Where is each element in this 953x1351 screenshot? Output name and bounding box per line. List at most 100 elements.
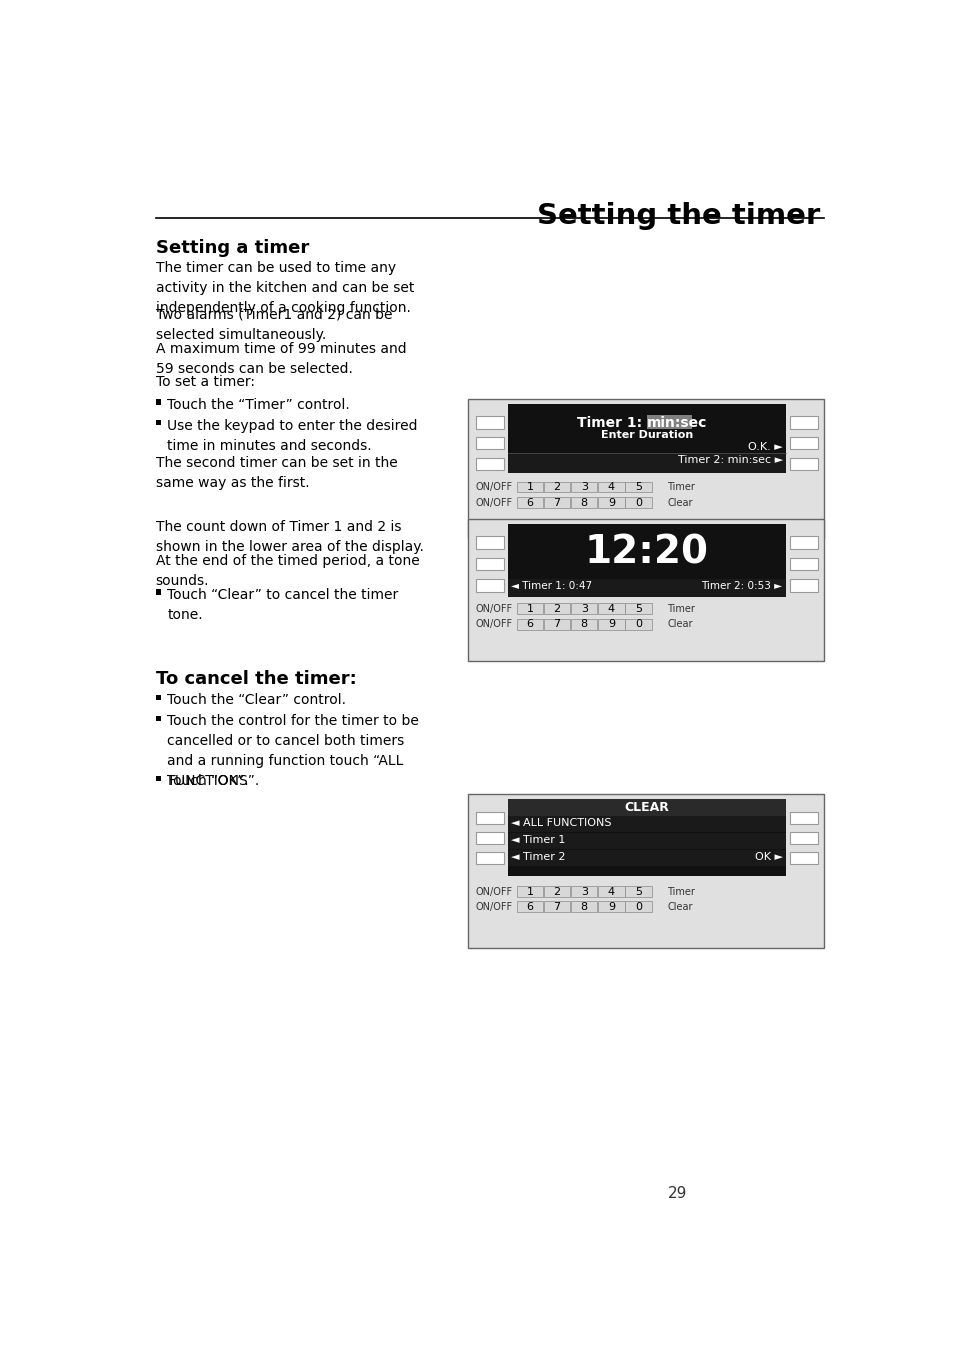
Text: ◄ Timer 2: ◄ Timer 2 [511,852,565,862]
Bar [476,580,503,592]
Bar [598,604,624,615]
Text: 9: 9 [607,497,615,508]
Text: 2: 2 [553,604,560,615]
Text: 2: 2 [553,482,560,493]
Text: Setting a timer: Setting a timer [155,239,309,257]
Text: 0: 0 [635,620,641,630]
Text: To set a timer:: To set a timer: [155,376,254,389]
Bar [155,400,161,405]
Text: Timer 2: min:sec ►: Timer 2: min:sec ► [677,455,781,465]
Bar [624,886,651,897]
Bar [508,404,785,473]
Bar [571,604,597,615]
Text: 3: 3 [580,886,587,897]
Bar [789,458,817,470]
Bar [543,497,570,508]
Bar [598,497,624,508]
Text: ON/OFF: ON/OFF [476,620,513,630]
Text: 1: 1 [526,604,533,615]
Text: 9: 9 [607,902,615,912]
Bar [571,482,597,493]
Bar [517,482,542,493]
Text: CLEAR: CLEAR [624,801,669,815]
Text: Use the keypad to enter the desired
time in minutes and seconds.: Use the keypad to enter the desired time… [167,419,417,453]
Bar [571,497,597,508]
Bar [517,497,542,508]
Bar [598,619,624,630]
Bar [789,580,817,592]
Text: 5: 5 [635,604,641,615]
Text: Timer 1:: Timer 1: [577,416,646,430]
Bar [155,694,161,700]
Bar [476,832,503,844]
Text: 2: 2 [553,886,560,897]
Bar [571,901,597,912]
Bar [508,798,785,816]
Text: 7: 7 [553,902,560,912]
Bar [468,519,823,661]
Text: At the end of the timed period, a tone
sounds.: At the end of the timed period, a tone s… [155,554,419,588]
Text: Touch “OK”.: Touch “OK”. [167,774,249,788]
Bar [789,852,817,865]
Bar [543,901,570,912]
Bar [517,901,542,912]
Bar [476,812,503,824]
Bar [476,458,503,470]
Bar [789,558,817,570]
Bar [508,850,785,866]
Text: To cancel the timer:: To cancel the timer: [155,670,356,688]
Bar [476,436,503,450]
Text: Setting the timer: Setting the timer [537,203,820,230]
Bar [789,416,817,428]
Text: 7: 7 [553,620,560,630]
Bar [517,886,542,897]
Text: 4: 4 [607,604,615,615]
Text: 7: 7 [553,497,560,508]
Bar [624,604,651,615]
Text: Clear: Clear [666,902,692,912]
Text: O.K. ►: O.K. ► [747,442,781,453]
Bar [468,400,823,538]
Bar [624,482,651,493]
Text: Touch the control for the timer to be
cancelled or to cancel both timers
and a r: Touch the control for the timer to be ca… [167,715,418,789]
Text: Timer 2: 0:53 ►: Timer 2: 0:53 ► [700,581,781,590]
Text: The second timer can be set in the
same way as the first.: The second timer can be set in the same … [155,457,397,490]
Text: Timer: Timer [666,604,695,615]
Text: 1: 1 [526,886,533,897]
Bar [508,798,785,875]
Text: 3: 3 [580,482,587,493]
Text: ◄ Timer 1: 0:47: ◄ Timer 1: 0:47 [511,581,592,590]
Bar [598,482,624,493]
Bar [543,482,570,493]
Text: ON/OFF: ON/OFF [476,482,513,493]
Text: Enter Duration: Enter Duration [600,430,693,440]
Bar [646,416,691,428]
Text: 8: 8 [580,497,587,508]
Text: 0: 0 [635,497,641,508]
Bar [624,901,651,912]
Bar [508,453,785,473]
Bar [789,436,817,450]
Bar [508,832,785,848]
Text: ON/OFF: ON/OFF [476,604,513,615]
Text: Touch the “Clear” control.: Touch the “Clear” control. [167,693,346,708]
Bar [476,416,503,428]
Text: Clear: Clear [666,497,692,508]
Text: ON/OFF: ON/OFF [476,497,513,508]
Bar [508,816,785,832]
Text: The timer can be used to time any
activity in the kitchen and can be set
indepen: The timer can be used to time any activi… [155,261,414,315]
Text: Touch the “Timer” control.: Touch the “Timer” control. [167,397,350,412]
Bar [543,604,570,615]
Text: ◄ ALL FUNCTIONS: ◄ ALL FUNCTIONS [511,819,611,828]
Text: 8: 8 [580,620,587,630]
Bar [543,619,570,630]
Text: 6: 6 [526,497,533,508]
Bar [517,604,542,615]
Text: Clear: Clear [666,620,692,630]
Text: ON/OFF: ON/OFF [476,886,513,897]
Bar [508,524,785,597]
Bar [571,886,597,897]
Bar [155,420,161,426]
Text: Timer: Timer [666,482,695,493]
Text: 29: 29 [667,1186,686,1201]
